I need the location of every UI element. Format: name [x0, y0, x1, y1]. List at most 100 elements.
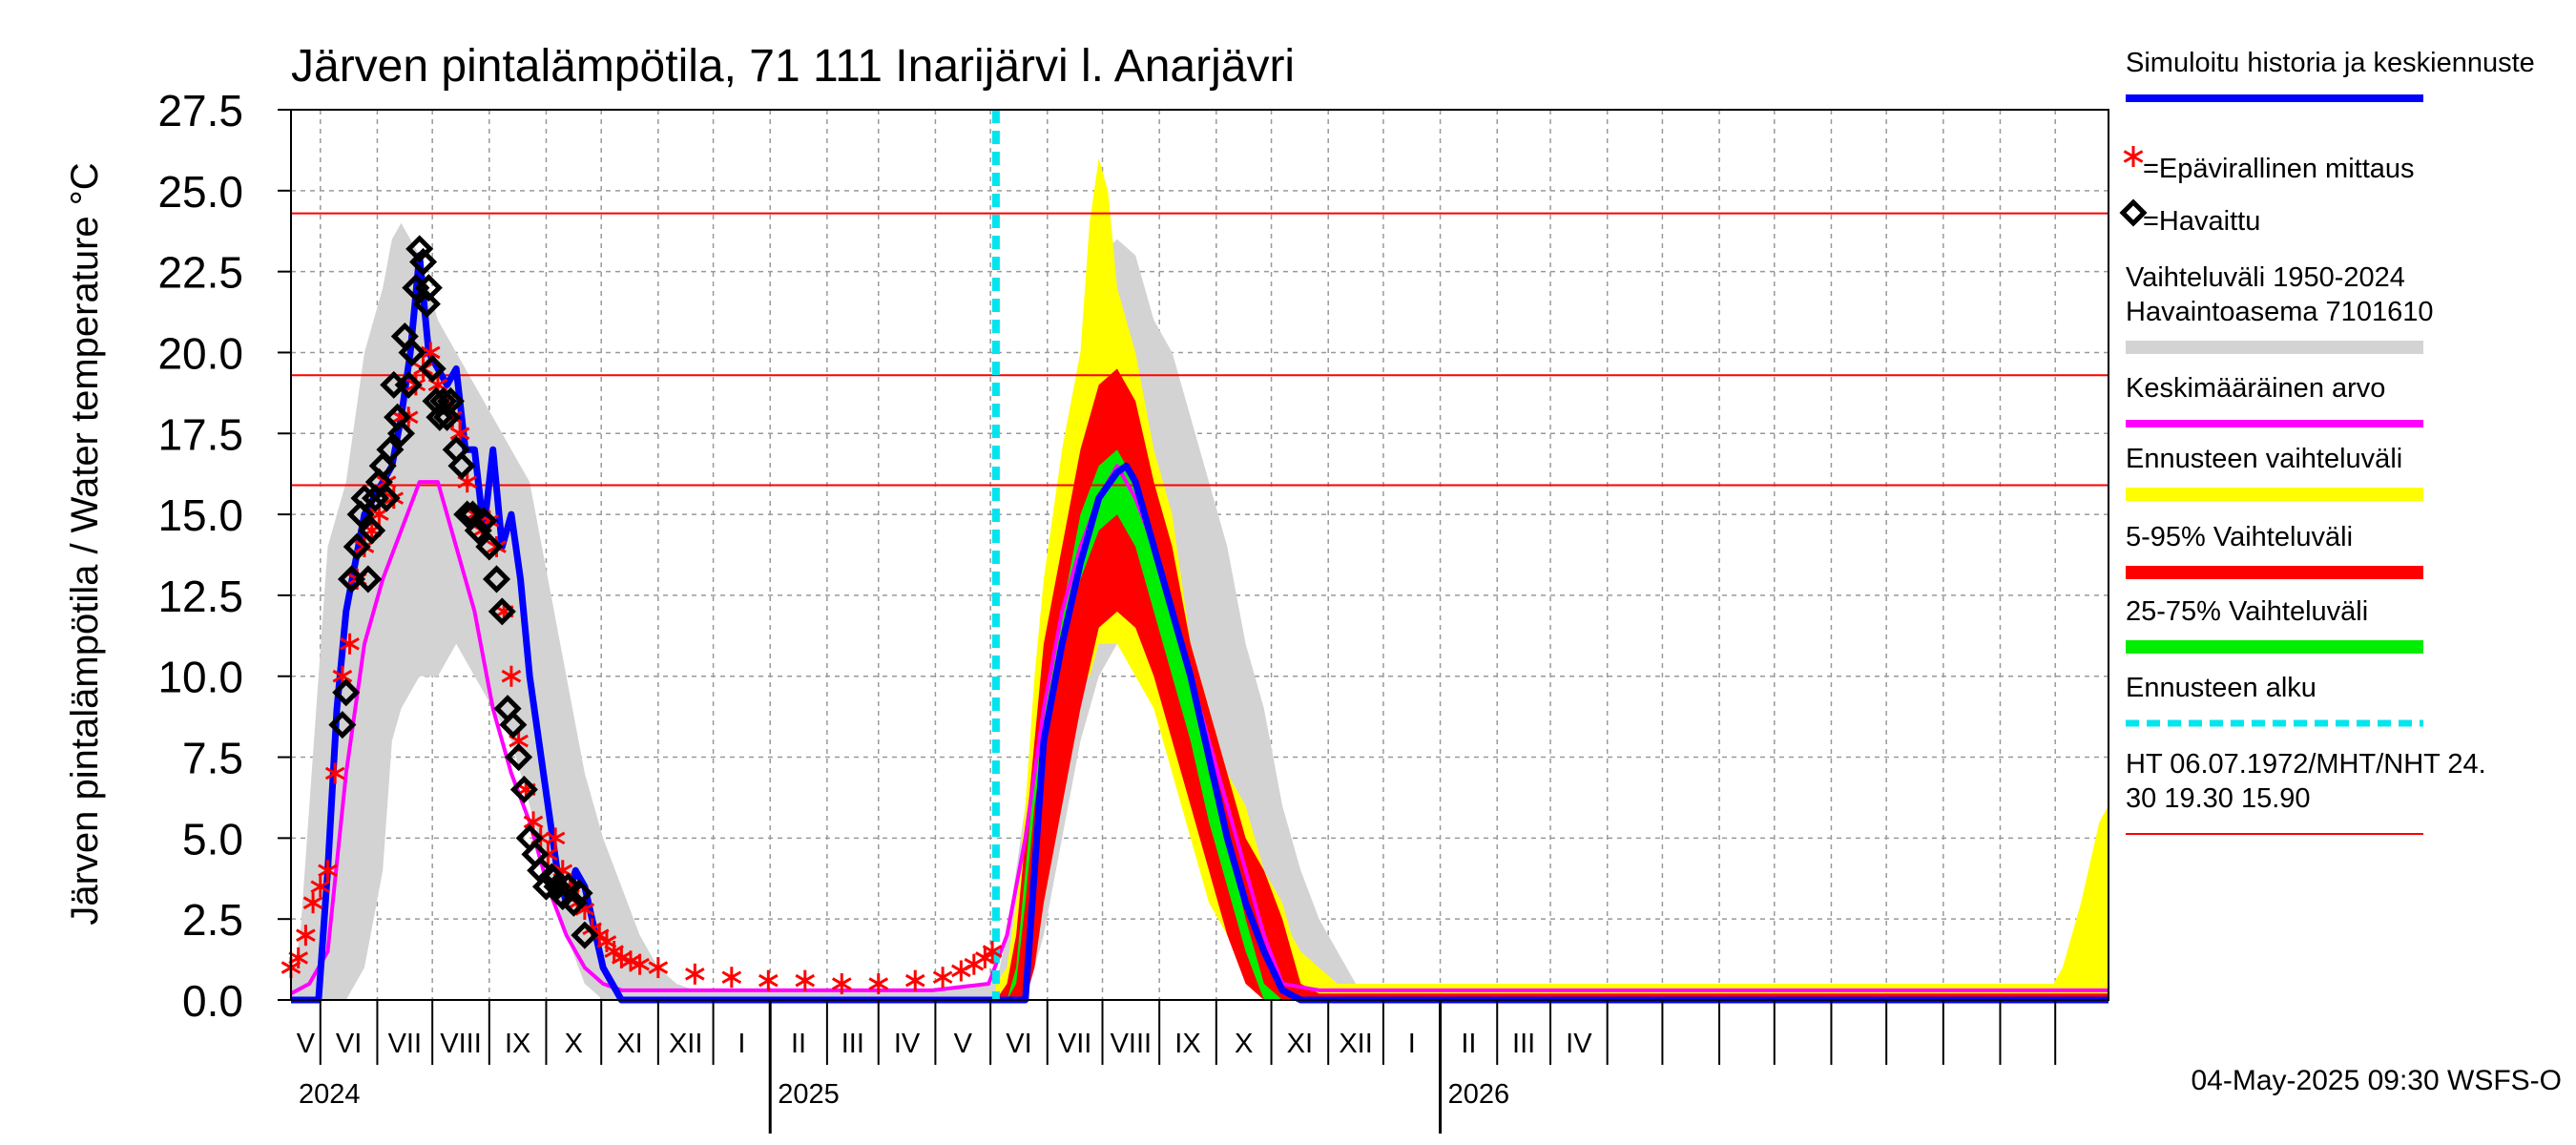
unofficial-measurement-point [868, 973, 889, 995]
month-label: V [954, 1029, 973, 1059]
unofficial-measurement-point [545, 827, 566, 849]
y-tick-label: 12.5 [157, 572, 243, 621]
legend-label: =Epävirallinen mittaus [2143, 154, 2415, 184]
observed-point [426, 403, 454, 431]
observed-point [386, 419, 415, 448]
observed-point [372, 484, 401, 512]
legend-label: Keskimääräinen arvo [2126, 373, 2385, 404]
observed-point [376, 435, 405, 464]
legend-label: =Havaittu [2143, 206, 2260, 237]
observed-point [358, 516, 386, 545]
observed-point [398, 338, 426, 366]
month-label: IV [894, 1029, 921, 1059]
observed-point [453, 500, 482, 529]
legend-label: 5-95% Vaihteluväli [2126, 522, 2353, 552]
y-tick-label: 2.5 [182, 895, 243, 945]
y-axis-label: Järven pintalämpötila / Water temperatur… [64, 162, 106, 925]
month-label: X [565, 1029, 583, 1059]
reference-lines [291, 212, 2109, 487]
legend-swatch-unofficial [2123, 146, 2144, 167]
unofficial-measurement-point [630, 953, 650, 975]
unofficial-measurement-point [721, 967, 742, 989]
legend-label: 25-75% Vaihteluväli [2126, 596, 2368, 627]
observed-point [482, 565, 511, 593]
year-label: 2026 [1448, 1079, 1510, 1110]
unofficial-measurement-point [288, 947, 309, 968]
year-label: 2024 [299, 1079, 361, 1110]
line-keskim-r-inen-arvo [290, 464, 2109, 995]
month-label: I [1408, 1029, 1416, 1059]
legend-label: Ennusteen alku [2126, 673, 2316, 703]
month-label: IX [1174, 1029, 1200, 1059]
band-ennusteen-vaihteluv-li [995, 157, 2109, 1000]
month-label: IX [505, 1029, 530, 1059]
legend-label: Ennusteen vaihteluväli [2126, 444, 2402, 474]
footer-timestamp: 04-May-2025 09:30 WSFS-O [2192, 1065, 2563, 1096]
month-label: XI [1287, 1029, 1313, 1059]
observed-point [418, 354, 447, 383]
month-label: VI [1006, 1029, 1031, 1059]
month-label: V [297, 1029, 316, 1059]
band-vaihteluv-li-1950-2024-havaintoasema-7101610 [291, 222, 2109, 1000]
observed-point [394, 370, 423, 399]
unofficial-measurement-point [831, 973, 852, 995]
chart-title: Järven pintalämpötila, 71 111 Inarijärvi… [291, 41, 1295, 92]
observed-point [414, 274, 443, 302]
month-label: VII [1058, 1029, 1091, 1059]
y-tick-label: 0.0 [182, 976, 243, 1026]
observed-point [509, 775, 538, 804]
observed-point [565, 879, 593, 907]
month-label: X [1235, 1029, 1253, 1059]
y-tick-label: 20.0 [157, 328, 243, 378]
month-label: I [737, 1029, 745, 1059]
observed-point [475, 532, 504, 561]
month-label: VIII [1111, 1029, 1153, 1059]
month-label: IV [1566, 1029, 1592, 1059]
observed-point [433, 403, 462, 431]
observed-point [343, 532, 371, 561]
observed-point [571, 921, 599, 949]
legend-label: HT 06.07.1972/MHT/NHT 24. [2126, 749, 2486, 780]
observed-point [447, 451, 476, 480]
unofficial-measurement-point [904, 969, 925, 991]
y-tick-label: 10.0 [157, 653, 243, 702]
y-tick-label: 15.0 [157, 490, 243, 540]
y-tick-label: 5.0 [182, 814, 243, 864]
month-label: II [791, 1029, 806, 1059]
observed-point [469, 507, 498, 535]
observed-point [346, 500, 375, 529]
y-axis: 0.0 2.5 5.0 7.5 10.0 12.5 15.0 17.5 20.0 22.5 25.0… [157, 86, 291, 1026]
month-label: VI [336, 1029, 362, 1059]
observed-point [488, 597, 516, 626]
observed-point [328, 711, 357, 739]
legend-label: Simuloitu historia ja keskiennuste [2126, 48, 2535, 78]
month-label: III [1512, 1029, 1535, 1059]
observed-point [409, 247, 438, 276]
range-bands [291, 157, 2109, 1001]
y-tick-label: 25.0 [157, 167, 243, 217]
unofficial-measurement-point [340, 633, 360, 655]
year-label: 2025 [778, 1079, 840, 1110]
observed-point [412, 290, 441, 319]
unofficial-measurement-point [932, 967, 953, 989]
plot-border [290, 109, 2109, 1001]
month-label: III [841, 1029, 864, 1059]
month-label: XI [616, 1029, 642, 1059]
month-label: XII [669, 1029, 702, 1059]
legend-label: 30 19.30 15.90 [2126, 783, 2311, 814]
y-tick-label: 17.5 [157, 409, 243, 459]
unofficial-measurement-point [324, 762, 345, 784]
unofficial-measurement-point [501, 665, 522, 687]
unofficial-measurement-point [758, 969, 779, 991]
legend: Simuloitu historia ja keskiennuste =Epävi… [2119, 48, 2535, 835]
band-25-75-vaihteluv-li [995, 449, 2109, 1001]
month-label: II [1461, 1029, 1476, 1059]
observed-point [354, 565, 383, 593]
observed-point [332, 678, 361, 707]
month-label: XII [1339, 1029, 1372, 1059]
month-label: VII [388, 1029, 422, 1059]
unofficial-measurement-point [296, 925, 316, 947]
y-tick-label: 22.5 [157, 248, 243, 298]
unofficial-measurement-point [318, 860, 338, 882]
